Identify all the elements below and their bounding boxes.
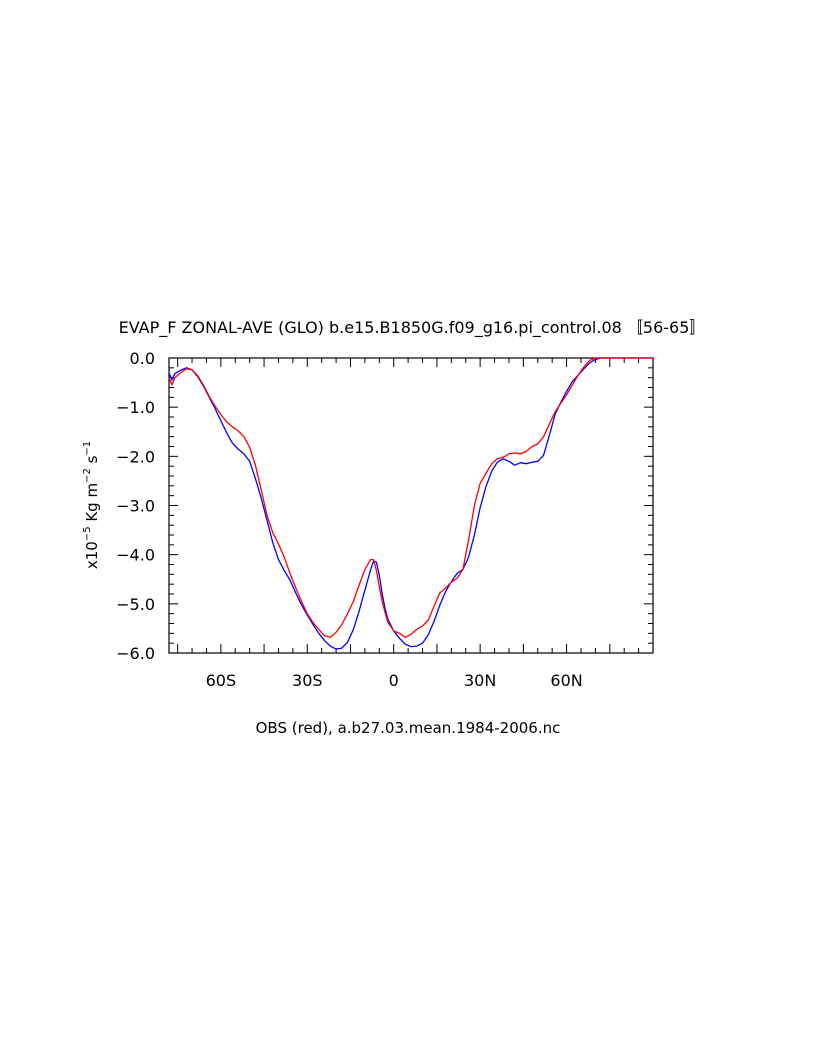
y-tick-label: −4.0 (116, 546, 155, 565)
y-tick-label: −5.0 (116, 595, 155, 614)
y-axis-label-exp: −5 (82, 526, 93, 541)
y-tick-label: −6.0 (116, 644, 155, 663)
y-tick-label: −1.0 (116, 398, 155, 417)
y-tick-label: −2.0 (116, 447, 155, 466)
x-tick-label: 60N (550, 671, 582, 690)
series-line-1 (168, 357, 653, 650)
y-ticks: 0.0 −1.0 −2.0 −3.0 −4.0 −5.0 −6.0 (116, 349, 653, 663)
x-tick-label: 60S (206, 671, 237, 690)
y-axis-label-exp-a: −2 (82, 468, 93, 483)
series-line-2 (168, 357, 653, 638)
y-axis-label-unit-b: s (83, 455, 101, 468)
y-axis-label-exp-b: −1 (82, 441, 93, 456)
y-axis-label-prefix: x10 (83, 541, 101, 569)
x-tick-label: 30N (464, 671, 496, 690)
y-axis-label: x10−5 Kg m−2 s−1 (82, 441, 101, 569)
x-tick-label: 30S (292, 671, 323, 690)
y-axis-label-unit-a: Kg m (83, 483, 101, 527)
x-tick-label: 0 (389, 671, 399, 690)
y-tick-label: −3.0 (116, 497, 155, 516)
series-group (168, 357, 653, 650)
y-tick-label: 0.0 (130, 349, 155, 368)
x-ticks: 60S 30S 0 30N 60N (177, 358, 654, 690)
x-axis-label: OBS (red), a.b27.03.mean.1984-2006.nc (256, 719, 561, 737)
chart-title: EVAP_F ZONAL-AVE (GLO) b.e15.B1850G.f09_… (119, 318, 706, 338)
plot-frame (168, 357, 654, 654)
